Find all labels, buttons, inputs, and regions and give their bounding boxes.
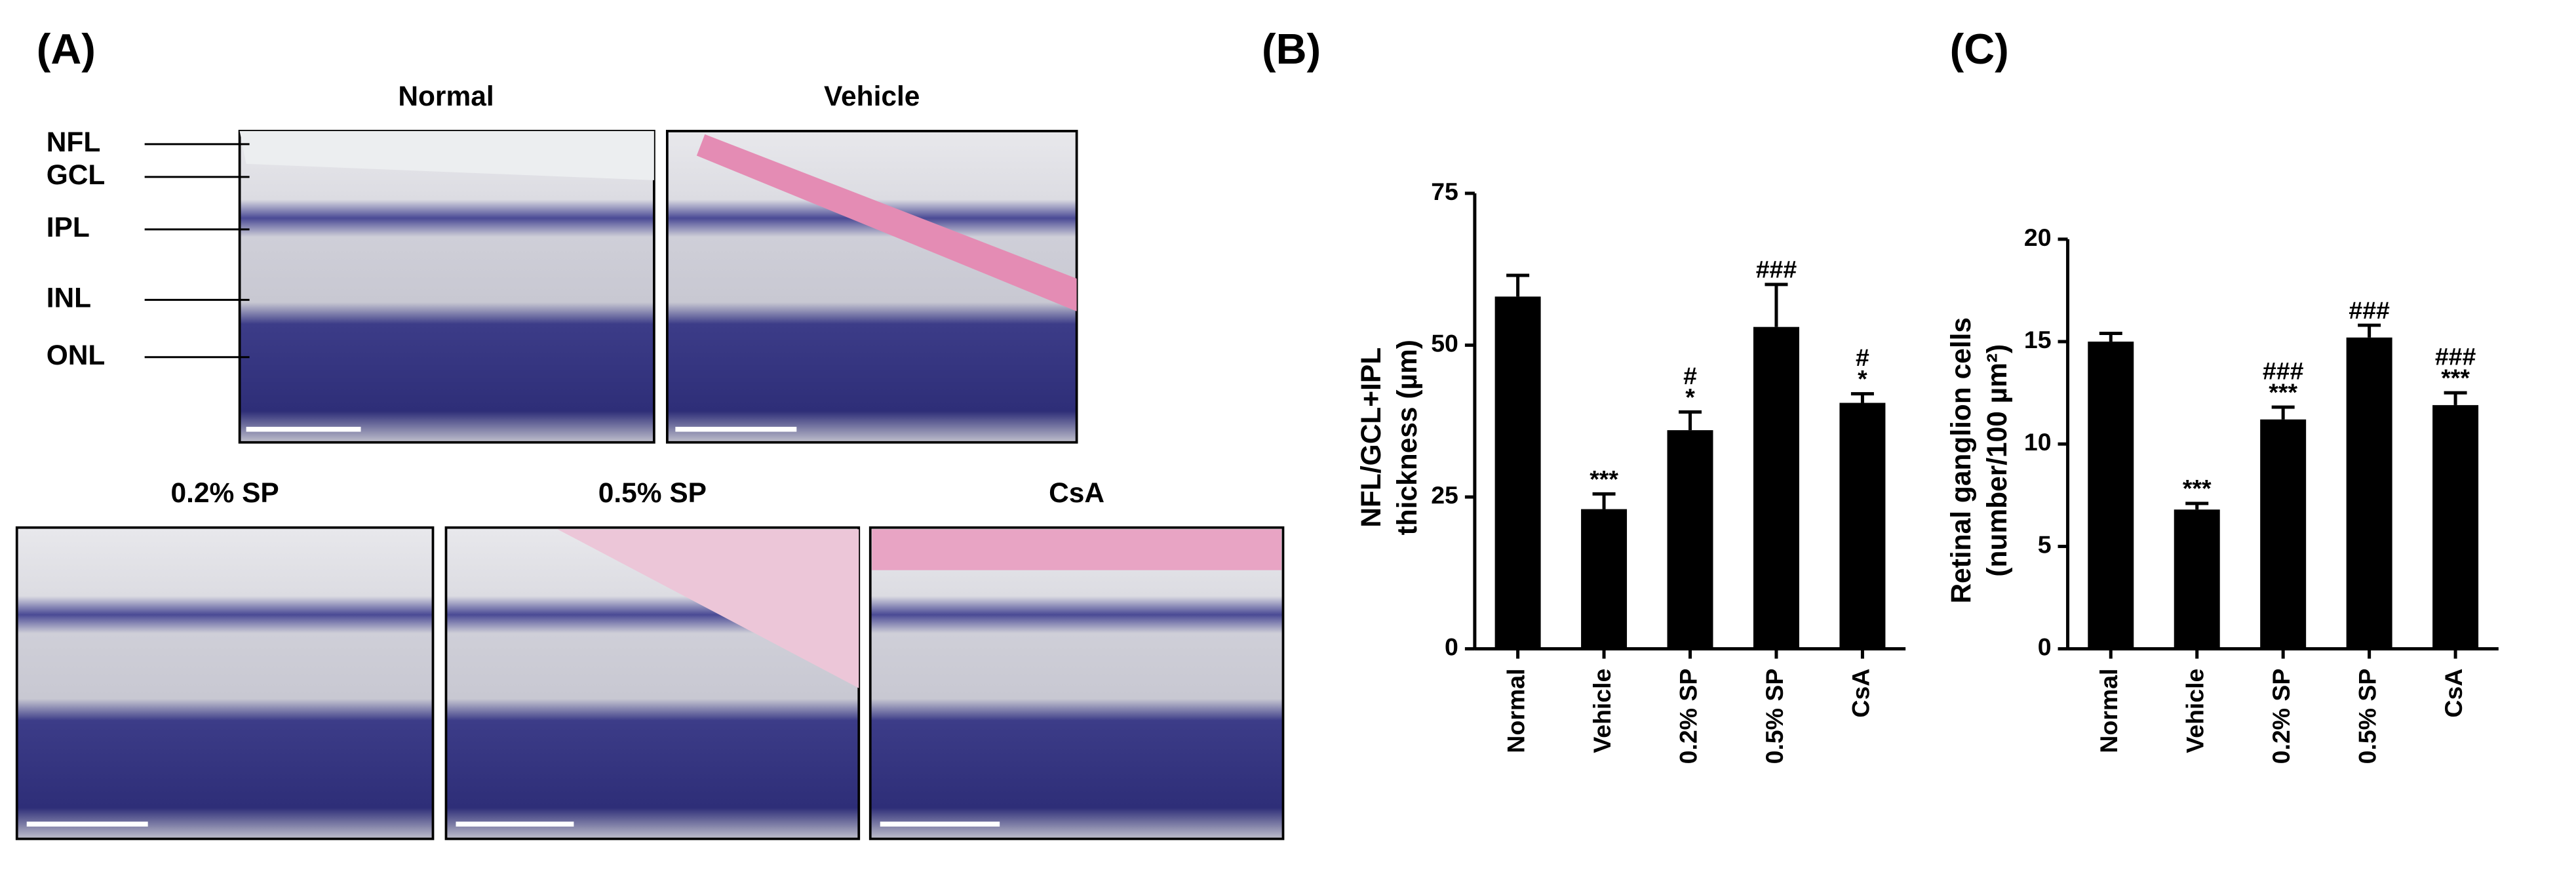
- histology-image: [238, 130, 655, 444]
- x-tick-label: Normal: [2095, 669, 2122, 753]
- bar: [2174, 509, 2220, 649]
- significance-label: ***: [2269, 378, 2297, 406]
- x-tick-label: 0.2% SP: [2267, 669, 2295, 764]
- y-tick-label: 0: [1445, 633, 1458, 661]
- significance-label: #: [1856, 344, 1869, 371]
- bar: [1753, 326, 1799, 649]
- bar: [1667, 430, 1713, 649]
- panel-label: (C): [1950, 25, 2009, 73]
- y-axis-label: thickness (µm): [1392, 340, 1423, 535]
- y-tick-label: 75: [1431, 178, 1458, 205]
- panel-label: (A): [37, 25, 96, 73]
- significance-label: ***: [2183, 475, 2212, 502]
- image-label: Vehicle: [824, 81, 920, 112]
- x-tick-label: 0.5% SP: [2354, 669, 2381, 764]
- bar: [2088, 342, 2134, 649]
- bar: [1839, 403, 1886, 649]
- bar: [1581, 509, 1628, 649]
- y-tick-label: 10: [2024, 428, 2052, 456]
- significance-label: ***: [1590, 465, 1618, 492]
- y-tick-label: 0: [2038, 633, 2052, 661]
- significance-label: #: [1683, 362, 1697, 389]
- x-tick-label: Vehicle: [1588, 669, 1616, 753]
- histology-image: [15, 526, 435, 840]
- bar: [1494, 296, 1541, 649]
- x-tick-label: 0.5% SP: [1761, 669, 1788, 764]
- y-tick-label: 25: [1431, 481, 1458, 509]
- histology-image: [868, 526, 1285, 840]
- significance-label: ***: [2441, 364, 2470, 391]
- significance-label: ###: [2435, 343, 2476, 370]
- significance-label: ###: [2349, 296, 2390, 324]
- layer-label: INL: [47, 283, 91, 314]
- bar: [2432, 405, 2479, 649]
- y-tick-label: 5: [2038, 530, 2052, 558]
- significance-label: *: [1858, 365, 1867, 392]
- image-label: 0.5% SP: [598, 478, 707, 509]
- layer-label: IPL: [47, 212, 90, 243]
- layer-label: GCL: [47, 160, 106, 191]
- significance-label: *: [1685, 383, 1695, 410]
- x-tick-label: 0.2% SP: [1674, 669, 1702, 764]
- layer-label: ONL: [47, 340, 106, 371]
- image-label: Normal: [398, 81, 494, 112]
- y-axis-label: Retinal ganglion cells: [1946, 317, 1977, 604]
- histology-image: [444, 526, 861, 840]
- panel-label: (B): [1262, 25, 1321, 73]
- x-tick-label: CsA: [1846, 669, 1874, 718]
- image-label: CsA: [1049, 478, 1104, 509]
- y-axis-label: NFL/GCL+IPL: [1356, 347, 1387, 528]
- significance-label: ###: [2263, 357, 2304, 384]
- bar: [2260, 419, 2307, 649]
- y-tick-label: 50: [1431, 329, 1458, 357]
- histology-image: [665, 130, 1078, 444]
- y-tick-label: 20: [2024, 224, 2052, 251]
- y-tick-label: 15: [2024, 326, 2052, 353]
- significance-label: ###: [1756, 256, 1797, 283]
- x-tick-label: Normal: [1502, 669, 1530, 753]
- layer-label: NFL: [47, 127, 101, 158]
- x-tick-label: Vehicle: [2181, 669, 2209, 753]
- y-axis-label: (number/100 µm²): [1982, 344, 2013, 577]
- bar: [2346, 337, 2392, 649]
- x-tick-label: CsA: [2440, 669, 2467, 718]
- image-label: 0.2% SP: [170, 478, 279, 509]
